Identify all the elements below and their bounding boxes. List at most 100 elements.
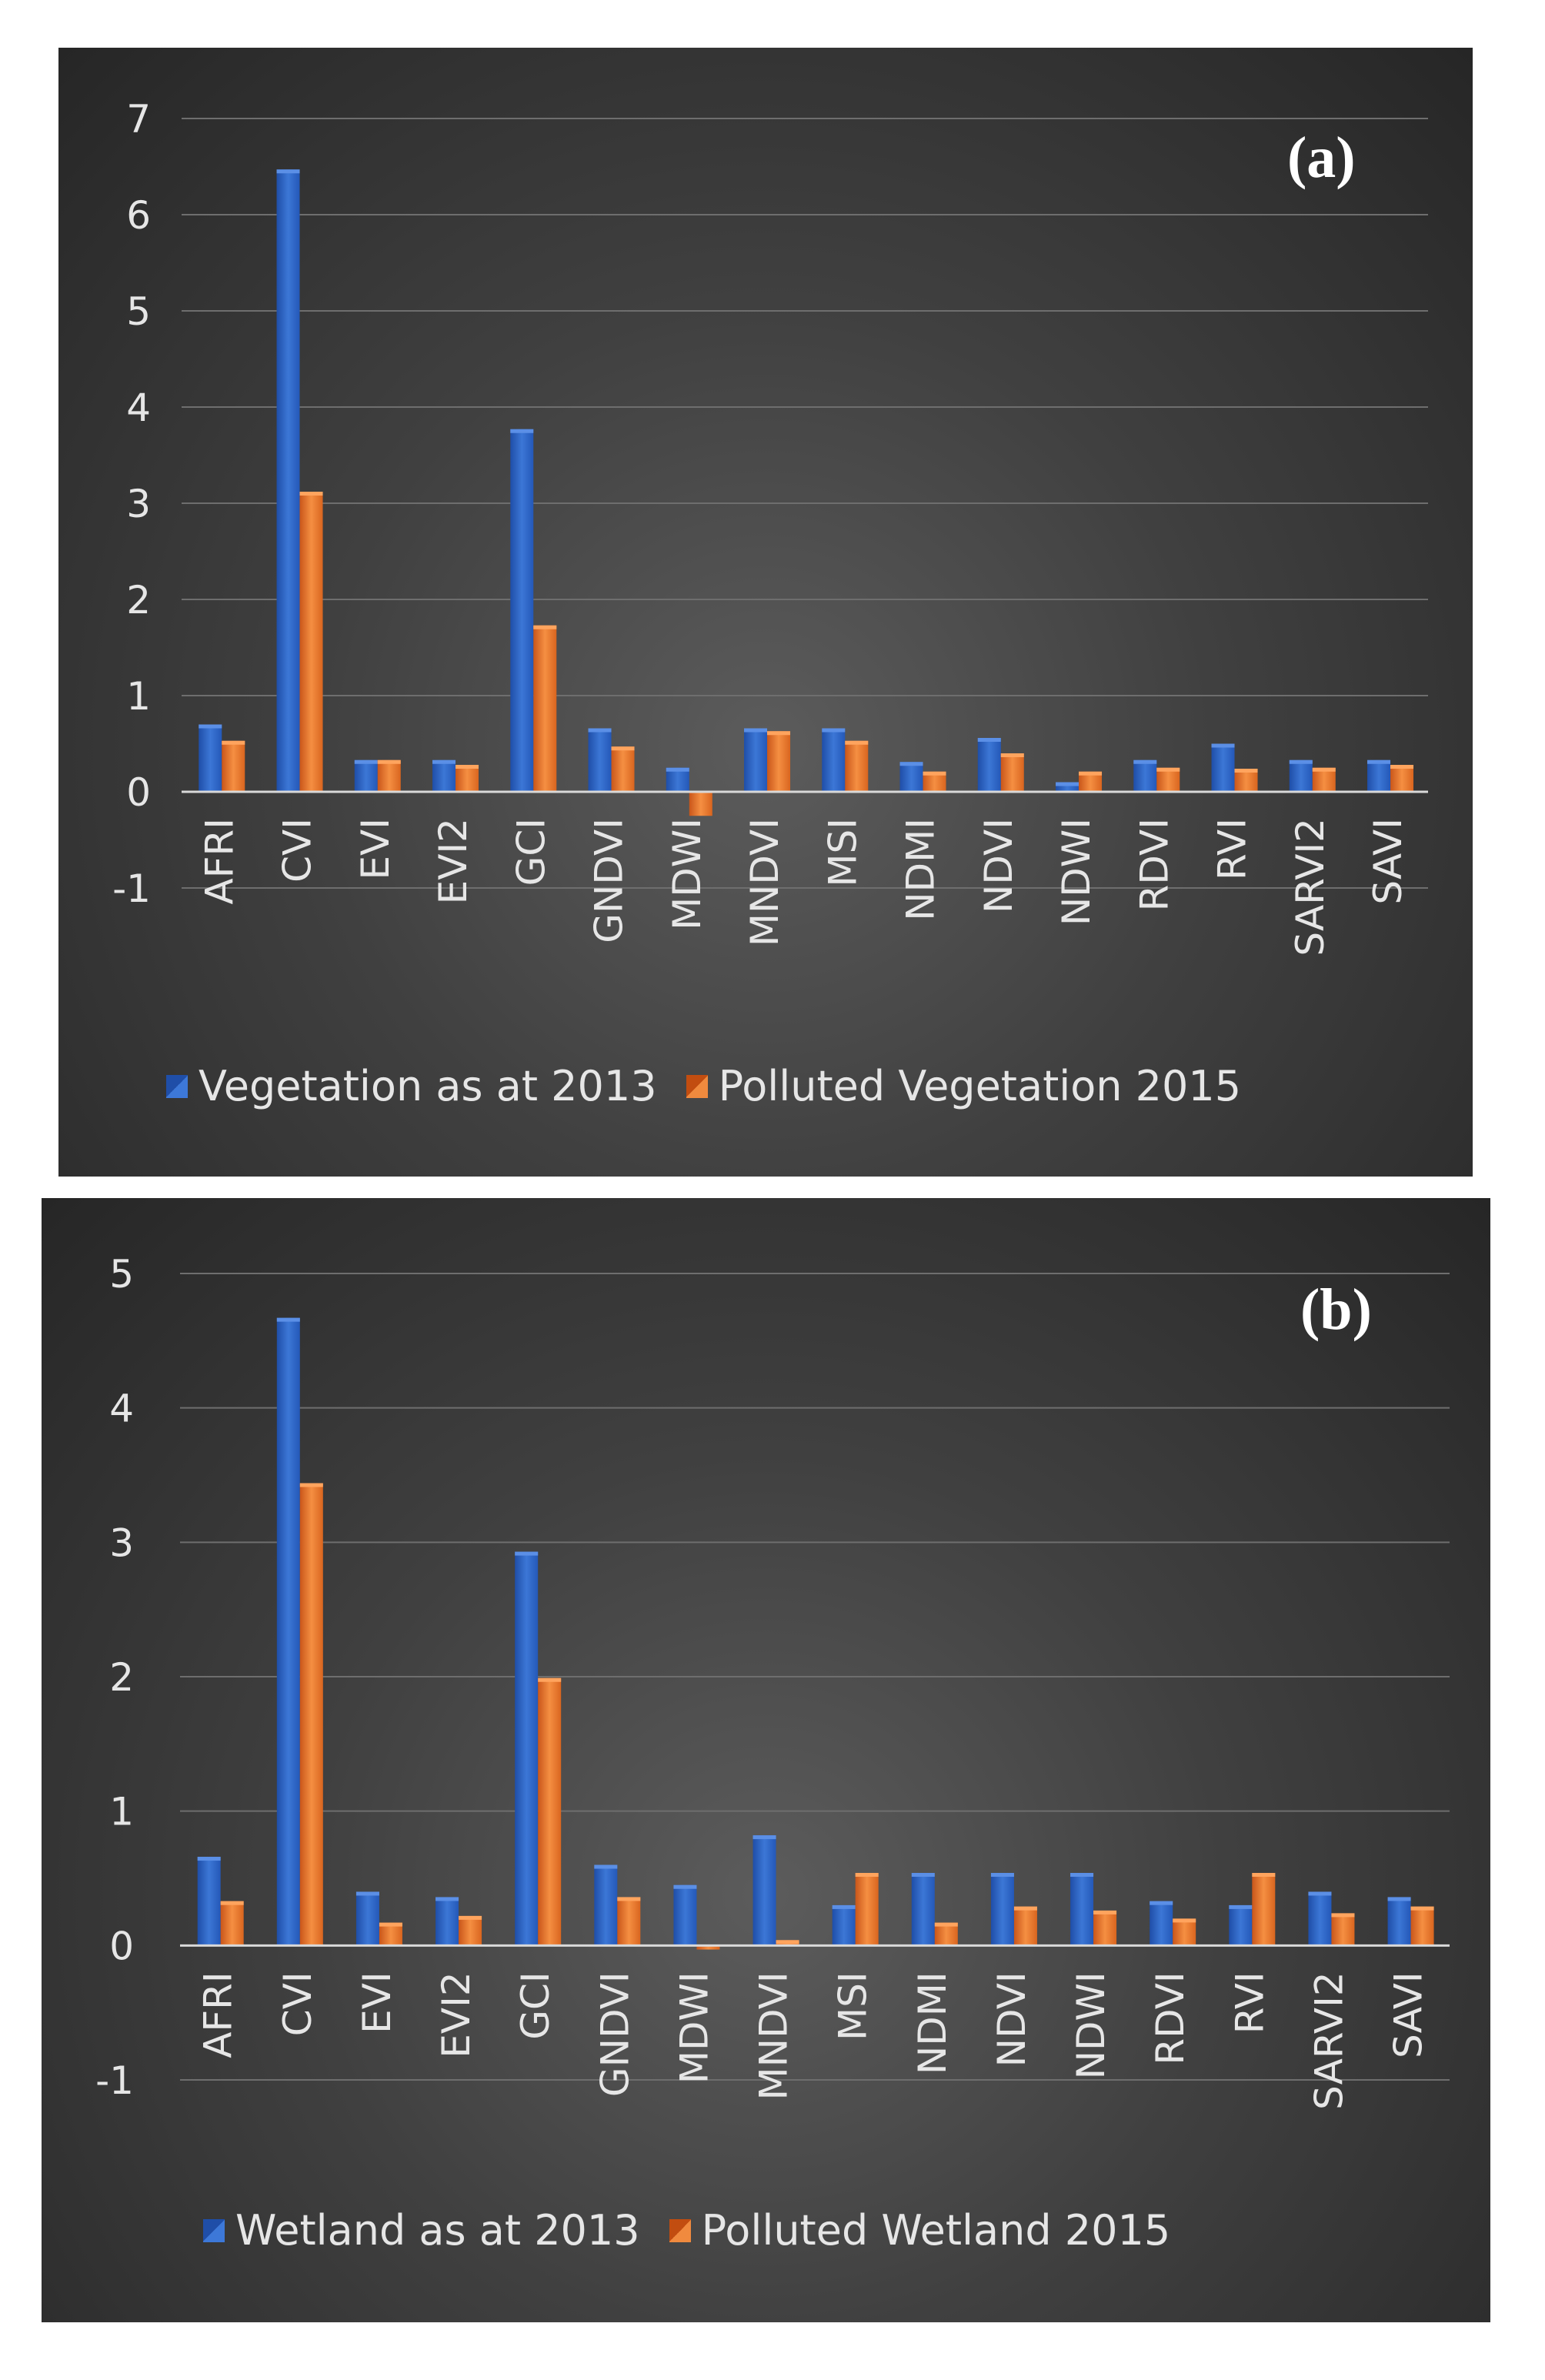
bar-series-1 xyxy=(197,1857,221,1946)
y-tick-label: 2 xyxy=(126,578,151,623)
bar-cap xyxy=(1312,767,1336,772)
bar-cap xyxy=(222,740,245,745)
bar-series-1 xyxy=(354,759,378,792)
bar-cap xyxy=(1229,1904,1253,1909)
y-tick-label: 5 xyxy=(126,289,151,334)
x-tick-label: RDVI xyxy=(1148,1971,1193,2065)
legend-item-series-2: Polluted Wetland 2015 xyxy=(669,2206,1171,2255)
bar-cap xyxy=(455,765,479,769)
x-tick-label: NDVI xyxy=(989,1971,1034,2067)
bar-cap xyxy=(1150,1901,1173,1905)
bar-series-1 xyxy=(911,1873,935,1946)
bar-cap xyxy=(934,1922,958,1927)
bar-series-2 xyxy=(220,1901,244,1946)
bar-cap xyxy=(832,1904,856,1909)
bar-cap xyxy=(1252,1873,1276,1878)
legend-item-series-1: Wetland as at 2013 xyxy=(203,2206,640,2255)
bar-series-2 xyxy=(1000,753,1024,792)
bar-series-2 xyxy=(222,740,245,792)
bar-series-1 xyxy=(510,429,534,792)
y-tick-label: 4 xyxy=(109,1387,134,1431)
bar-cap xyxy=(990,1873,1014,1878)
bar-cap xyxy=(611,746,635,751)
y-tick-label: 3 xyxy=(126,482,151,526)
bar-cap xyxy=(899,762,923,766)
bar-series-2 xyxy=(1093,1910,1117,1946)
x-tick-label: MDWI xyxy=(672,1971,716,2084)
bar-cap xyxy=(1387,1897,1411,1901)
bar-series-1 xyxy=(1133,759,1157,792)
x-tick-label: SAVI xyxy=(1366,818,1410,905)
bar-series-1 xyxy=(1070,1873,1094,1946)
bar-cap xyxy=(1093,1910,1117,1914)
bar-cap xyxy=(1056,782,1079,786)
bar-series-1 xyxy=(1387,1897,1411,1946)
bar-series-2 xyxy=(538,1677,562,1946)
x-tick-label: SARVI2 xyxy=(1288,818,1333,956)
bar-series-1 xyxy=(977,738,1001,792)
x-tick-label: EVI xyxy=(355,1971,399,2034)
bar-series-1 xyxy=(752,1835,776,1946)
bar-cap xyxy=(538,1677,562,1682)
legend-item-series-2: Polluted Vegetation 2015 xyxy=(686,1062,1242,1110)
bar-cap xyxy=(299,1483,323,1487)
bar-cap xyxy=(276,169,300,174)
x-tick-label: MNDVI xyxy=(742,818,787,946)
x-tick-label: AFRI xyxy=(196,1971,241,2058)
bar-series-2 xyxy=(1173,1918,1196,1946)
y-tick-label: 2 xyxy=(109,1655,134,1700)
bar-cap xyxy=(220,1901,244,1905)
bar-cap xyxy=(1410,1906,1434,1911)
bar-cap xyxy=(1234,769,1258,773)
legend-label-series-1: Vegetation as at 2013 xyxy=(199,1062,657,1110)
chart-b-plot: -1 0 1 2 3 4 5 AFRI CVI EVI EVI2 GCI GNDVI MDWI MNDVI M… xyxy=(95,1252,1450,2110)
x-tick-label: SAVI xyxy=(1386,1971,1431,2058)
bar-series-1 xyxy=(594,1864,618,1946)
bar-series-1 xyxy=(1367,759,1391,792)
x-tick-label: NDMI xyxy=(910,1971,955,2075)
bar-series-2 xyxy=(767,731,791,792)
bar-cap xyxy=(1070,1873,1094,1878)
bar-cap xyxy=(354,759,378,764)
y-tick-label: 5 xyxy=(109,1252,134,1297)
bar-series-2 xyxy=(459,1915,482,1946)
bar-series-1 xyxy=(199,724,222,792)
bar-cap xyxy=(199,724,222,729)
y-tick-label: 4 xyxy=(126,386,151,430)
x-tick-label: EVI xyxy=(353,818,398,880)
legend-label-series-2: Polluted Vegetation 2015 xyxy=(718,1062,1242,1110)
y-tick-label: 1 xyxy=(126,674,151,719)
x-tick-label: MDWI xyxy=(665,818,709,930)
bar-cap xyxy=(435,1897,459,1901)
bar-cap xyxy=(1000,753,1024,757)
bar-series-1 xyxy=(1229,1904,1253,1946)
bar-series-1 xyxy=(276,169,300,792)
bar-cap xyxy=(1156,767,1180,772)
y-tick-label: 3 xyxy=(109,1520,134,1565)
bar-cap xyxy=(1390,765,1414,769)
bar-series-2 xyxy=(1013,1906,1037,1946)
bar-cap xyxy=(911,1873,935,1878)
bar-cap xyxy=(510,429,534,433)
bar-cap xyxy=(977,738,1001,742)
bar-cap xyxy=(752,1835,776,1840)
x-tick-label: EVI2 xyxy=(434,1971,479,2058)
x-tick-label: NDWI xyxy=(1054,818,1099,926)
x-tick-label: MNDVI xyxy=(752,1971,796,2100)
bar-cap xyxy=(1308,1891,1332,1896)
bar-cap xyxy=(377,759,401,764)
x-tick-label: GNDVI xyxy=(587,818,632,943)
x-tick-label: MSI xyxy=(831,1971,876,2041)
x-tick-label: MSI xyxy=(820,818,865,887)
bar-series-2 xyxy=(611,746,635,792)
bar-cap xyxy=(744,728,768,733)
y-tick-label: -1 xyxy=(112,866,151,911)
chart-a-plot: -1 0 1 2 3 4 5 6 7 AFRI CVI EVI EVI2 GCI GNDVI MDWI MNDV… xyxy=(112,97,1428,956)
legend-label-series-2: Polluted Wetland 2015 xyxy=(701,2206,1171,2255)
bar-series-1 xyxy=(744,728,768,792)
bar-cap xyxy=(666,767,689,772)
bar-series-2 xyxy=(299,492,323,792)
x-tick-label: RVI xyxy=(1227,1971,1272,2034)
bar-cap xyxy=(588,728,612,733)
bar-series-2 xyxy=(455,765,479,792)
